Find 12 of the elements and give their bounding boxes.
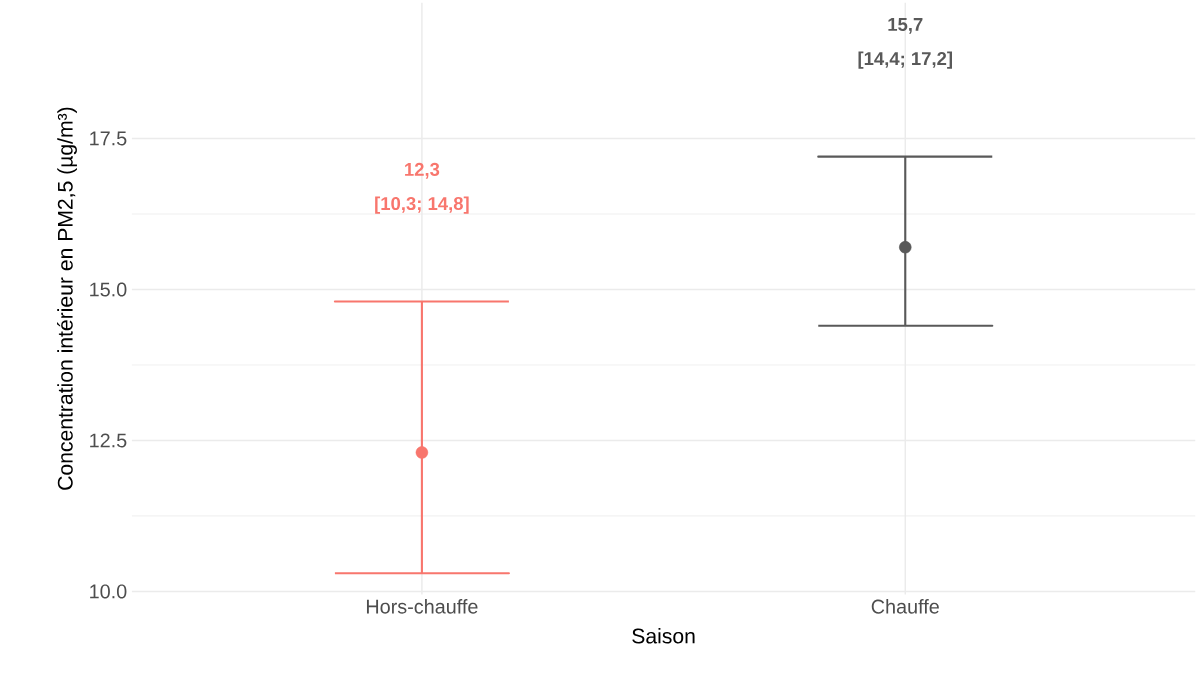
y-axis-title: Concentration intérieur en PM2,5 (µg/m³)	[57, 107, 77, 490]
annotation: 15,7	[888, 18, 923, 34]
annotation: 12,3	[405, 163, 440, 179]
x-axis-title: Saison	[632, 628, 695, 644]
annotation: [10,3; 14,8]	[375, 196, 469, 214]
y-tick-label: 12.5	[90, 433, 127, 448]
y-tick-label: 15.0	[90, 282, 127, 297]
x-tick-label: Hors-chauffe	[366, 599, 478, 614]
annotation: [14,4; 17,2]	[858, 51, 952, 69]
y-tick-label: 17.5	[90, 131, 127, 146]
x-tick-label: Chauffe	[871, 599, 939, 614]
y-tick-label: 10.0	[90, 584, 127, 599]
